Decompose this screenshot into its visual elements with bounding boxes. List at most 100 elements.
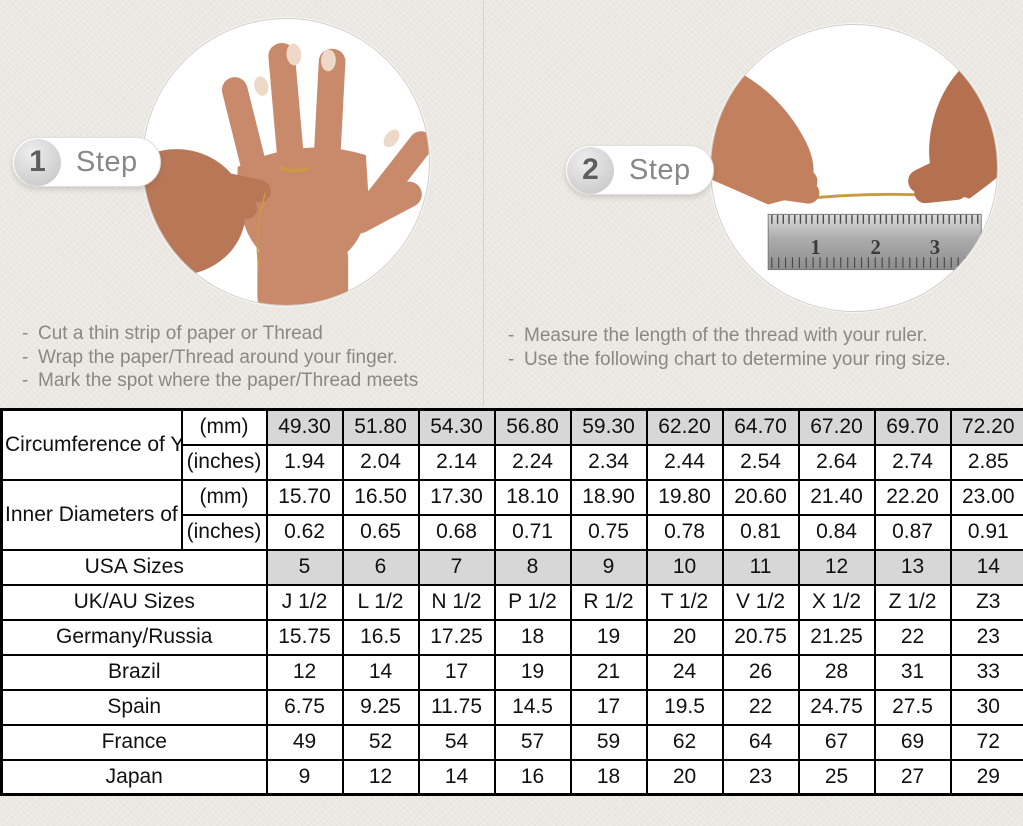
value-cell: 51.80 — [341, 408, 420, 446]
row-label: Brazil — [0, 653, 268, 691]
step1-badge: 1 Step — [12, 137, 161, 187]
value-cell: N 1/2 — [417, 583, 496, 621]
dash-bullet: - — [508, 325, 515, 346]
value-cell: 52 — [341, 723, 420, 761]
instruction-line: - Measure the length of the thread with … — [508, 324, 951, 348]
table-row: (inches) 0.62 0.65 0.68 0.71 0.75 0.78 0.81 0.84… — [2, 513, 1023, 551]
value-cell: 62 — [645, 723, 724, 761]
value-cell: 13 — [873, 548, 952, 586]
value-cell: 25 — [797, 758, 876, 796]
value-cell: 27 — [873, 758, 952, 796]
value-cell: 12 — [265, 653, 344, 691]
value-cell: 5 — [265, 548, 344, 586]
value-cell: 9 — [265, 758, 344, 796]
value-cell: J 1/2 — [265, 583, 344, 621]
value-cell: 12 — [797, 548, 876, 586]
value-cell: 59.30 — [569, 408, 648, 446]
value-cell: 0.71 — [493, 513, 572, 551]
hand-with-thread-illustration — [143, 43, 429, 305]
row-label: Japan — [0, 758, 268, 796]
unit-label: (inches) — [180, 513, 268, 551]
row-label: Germany/Russia — [0, 618, 268, 656]
value-cell: P 1/2 — [493, 583, 572, 621]
step2-badge: 2 Step — [565, 145, 714, 195]
row-label: Spain — [0, 688, 268, 726]
value-cell: 33 — [949, 653, 1023, 691]
value-cell: R 1/2 — [569, 583, 648, 621]
value-cell: L 1/2 — [341, 583, 420, 621]
value-cell: 9.25 — [341, 688, 420, 726]
table-row: USA Sizes 5 6 7 8 9 10 11 12 13 14 — [0, 548, 1023, 586]
value-cell: 0.84 — [797, 513, 876, 551]
value-cell: 20 — [645, 618, 724, 656]
value-cell: 1.94 — [265, 443, 344, 481]
value-cell: 8 — [493, 548, 572, 586]
value-cell: 57 — [493, 723, 572, 761]
value-cell: 17 — [569, 688, 648, 726]
table-row: France 49 52 54 57 59 62 64 67 69 72 — [0, 723, 1023, 761]
unit-label: (mm) — [180, 478, 268, 516]
dash-bullet: - — [22, 346, 29, 368]
value-cell: 11 — [721, 548, 800, 586]
row-label: USA Sizes — [0, 548, 268, 586]
value-cell: 23 — [949, 618, 1023, 656]
value-cell: 54 — [417, 723, 496, 761]
value-cell: 69.70 — [873, 408, 952, 446]
value-cell: Z3 — [949, 583, 1023, 621]
dash-bullet: - — [508, 348, 515, 370]
value-cell: 12 — [341, 758, 420, 796]
ring-size-table: Circumference of Your Finger(mm)49.3051.… — [0, 408, 1023, 796]
table-row: Brazil 12 14 17 19 21 24 26 28 31 33 — [0, 653, 1023, 691]
panel-divider — [483, 0, 484, 406]
value-cell: 2.14 — [417, 443, 496, 481]
value-cell: 19 — [493, 653, 572, 691]
value-cell: 20.75 — [721, 618, 800, 656]
value-cell: 49.30 — [265, 408, 344, 446]
value-cell: 23.00 — [949, 478, 1023, 516]
value-cell: 19 — [569, 618, 648, 656]
value-cell: 2.85 — [949, 443, 1023, 481]
table-row: Spain 6.75 9.25 11.75 14.5 17 19.5 22 24.75 27.5 3… — [0, 688, 1023, 726]
value-cell: 17 — [417, 653, 496, 691]
value-cell: 2.44 — [645, 443, 724, 481]
value-cell: 0.81 — [721, 513, 800, 551]
value-cell: 0.68 — [417, 513, 496, 551]
value-cell: 0.87 — [873, 513, 952, 551]
step1-instructions: - Cut a thin strip of paper or Thread - … — [22, 322, 418, 393]
value-cell: 59 — [569, 723, 648, 761]
ruler-measuring-illustration: 1 2 3 — [711, 41, 997, 271]
value-cell: 62.20 — [645, 408, 724, 446]
value-cell: 18.10 — [493, 478, 572, 516]
value-cell: 16.5 — [341, 618, 420, 656]
instruction-line: - Use the following chart to determine y… — [508, 348, 951, 372]
value-cell: 2.34 — [569, 443, 648, 481]
row-group-label: Inner Diameters of Rings — [0, 478, 183, 551]
value-cell: 22 — [873, 618, 952, 656]
value-cell: 23 — [721, 758, 800, 796]
step2-number: 2 — [567, 146, 614, 194]
step2-photo: 1 2 3 — [710, 24, 998, 312]
value-cell: 10 — [645, 548, 724, 586]
value-cell: 21.25 — [797, 618, 876, 656]
value-cell: 0.91 — [949, 513, 1023, 551]
value-cell: 20 — [645, 758, 724, 796]
value-cell: 72.20 — [949, 408, 1023, 446]
unit-label: (mm) — [180, 408, 268, 446]
value-cell: 54.30 — [417, 408, 496, 446]
value-cell: 14.5 — [493, 688, 572, 726]
value-cell: 16.50 — [341, 478, 420, 516]
value-cell: 17.25 — [417, 618, 496, 656]
value-cell: T 1/2 — [645, 583, 724, 621]
value-cell: 72 — [949, 723, 1023, 761]
value-cell: 2.24 — [493, 443, 572, 481]
value-cell: 24 — [645, 653, 724, 691]
value-cell: 20.60 — [721, 478, 800, 516]
table-row: Inner Diameters of Rings(mm)15.7016.5017… — [0, 478, 1023, 551]
value-cell: 22 — [721, 688, 800, 726]
instruction-line: - Mark the spot where the paper/Thread m… — [22, 369, 418, 393]
value-cell: 16 — [493, 758, 572, 796]
value-cell: 6.75 — [265, 688, 344, 726]
value-cell: 14 — [949, 548, 1023, 586]
value-cell: 49 — [265, 723, 344, 761]
